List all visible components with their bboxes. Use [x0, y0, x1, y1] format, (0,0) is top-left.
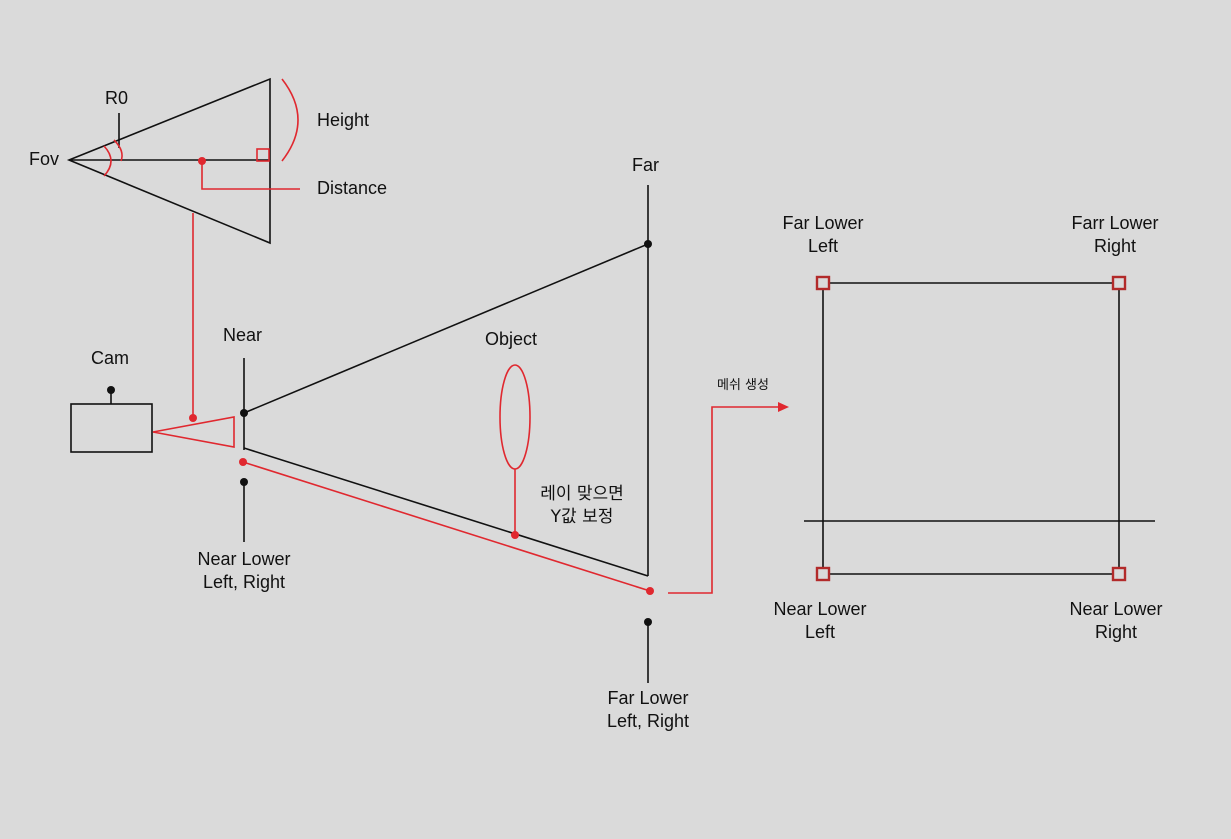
camera-lens-cone [152, 416, 235, 448]
distance-label: Distance [317, 178, 388, 198]
far-lower-lr-line1: Far Lower [607, 688, 689, 708]
near-lower-right-label: Near Lower Right [1051, 598, 1181, 644]
cam-point [107, 386, 115, 394]
far-lower-left-label: Far Lower Left [758, 212, 888, 258]
fov-label: Fov [29, 149, 60, 169]
ray-note-line2: Y값 보정 [550, 507, 614, 527]
near-lower-lr-label: Near Lower Left, Right [179, 548, 309, 594]
corner-marker-near-lower-right [1111, 566, 1127, 582]
far-lower-left-line2: Left [807, 236, 839, 256]
height-brace-arc [281, 78, 299, 162]
mesh-arrow-group [668, 402, 789, 594]
near-lower-left-label: Near Lower Left [755, 598, 885, 644]
far-lower-lr-line2: Left, Right [606, 711, 690, 731]
fov-angle-arc [103, 145, 112, 177]
object-ellipse [499, 364, 531, 470]
right-angle-marker [256, 148, 270, 162]
mesh-rect-group [804, 275, 1155, 582]
distance-leader [201, 161, 300, 190]
corner-marker-near-lower-left [815, 566, 831, 582]
r0-angle-arc [113, 139, 123, 162]
connector-end-point [189, 414, 197, 422]
frustum-group [239, 185, 654, 683]
mesh-arrow-head [778, 402, 789, 412]
cam-label: Cam [91, 348, 130, 368]
near-lower-lr-line2: Left, Right [202, 572, 286, 592]
ray-note: 레이 맞으면 Y값 보정 [527, 483, 637, 529]
frustum-bottom-edge [243, 447, 649, 577]
object-hit-point [511, 531, 519, 539]
r0-label: R0 [105, 88, 129, 108]
mesh-arrow-line [668, 406, 778, 594]
corner-marker-far-lower-right [1111, 275, 1127, 291]
height-label: Height [317, 110, 370, 130]
far-lower-left-line1: Far Lower [782, 213, 864, 233]
far-lower-right-line1: Farr Lower [1071, 213, 1159, 233]
far-label: Far [632, 155, 659, 175]
near-lower-right-line2: Right [1094, 622, 1138, 642]
far-point [644, 240, 652, 248]
near-lower-right-line1: Near Lower [1069, 599, 1163, 619]
near-ground-point [239, 458, 247, 466]
far-lower-right-line2: Right [1093, 236, 1137, 256]
camera-box [70, 403, 153, 453]
corner-marker-far-lower-left [815, 275, 831, 291]
fov-triangle [66, 77, 271, 245]
far-lower-lr-label: Far Lower Left, Right [583, 687, 713, 733]
far-lower-right-label: Farr Lower Right [1050, 212, 1180, 258]
mesh-create-label: 메쉬 생성 [717, 378, 769, 393]
ground-ray-line [242, 461, 651, 592]
ray-note-line1: 레이 맞으면 [540, 484, 624, 504]
near-label: Near [223, 325, 263, 345]
object-label: Object [485, 329, 538, 349]
camera-group [70, 386, 235, 453]
near-lower-lr-line1: Near Lower [197, 549, 291, 569]
near-lower-left-line2: Left [804, 622, 836, 642]
near-lower-left-line1: Near Lower [773, 599, 867, 619]
near-point [240, 409, 248, 417]
frustum-top-edge [243, 243, 649, 414]
far-ground-point [646, 587, 654, 595]
fov-triangle-group [66, 77, 300, 422]
